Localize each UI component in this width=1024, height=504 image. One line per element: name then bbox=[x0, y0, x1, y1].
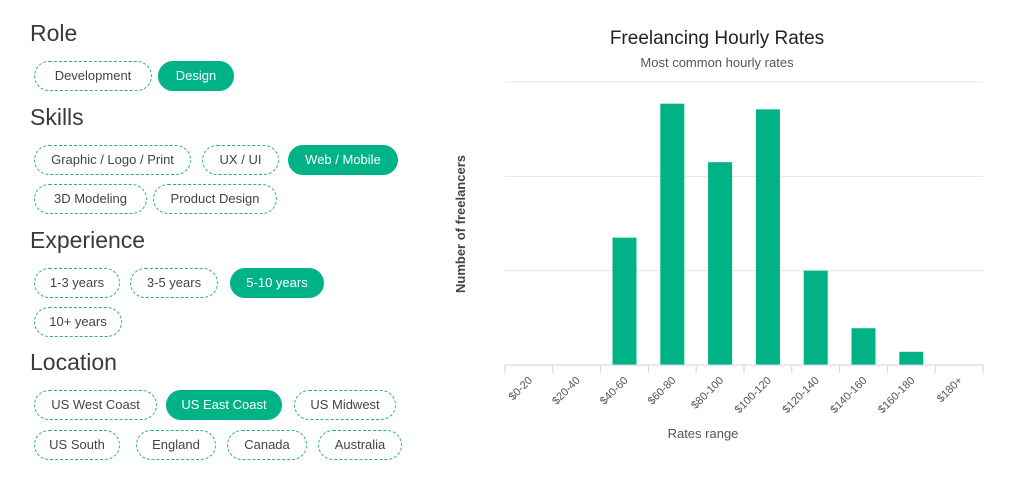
role-option-design[interactable]: Design bbox=[158, 61, 234, 91]
rates-chart: Freelancing Hourly Rates Most common hou… bbox=[440, 0, 1024, 499]
x-tick-label: $160-180 bbox=[876, 375, 917, 416]
experience-option-1-3[interactable]: 1-3 years bbox=[34, 268, 120, 298]
skills-option-3d-modeling[interactable]: 3D Modeling bbox=[34, 184, 147, 214]
x-tick-label: $140-160 bbox=[828, 375, 869, 416]
x-tick-label: $20-40 bbox=[550, 375, 583, 408]
x-axis-label: Rates range bbox=[668, 426, 739, 441]
bar-8[interactable] bbox=[899, 351, 924, 365]
location-option-england[interactable]: England bbox=[136, 430, 216, 460]
role-title: Role bbox=[30, 20, 78, 46]
location-option-australia[interactable]: Australia bbox=[318, 430, 402, 460]
bar-5[interactable] bbox=[755, 109, 780, 366]
x-tick-label: $180+ bbox=[935, 375, 965, 405]
x-tick-label: $100-120 bbox=[733, 375, 774, 416]
location-option-us-east[interactable]: US East Coast bbox=[166, 390, 282, 420]
x-tick-label: $40-60 bbox=[598, 375, 631, 408]
role-option-development[interactable]: Development bbox=[34, 61, 152, 91]
skills-option-ux-ui[interactable]: UX / UI bbox=[202, 145, 279, 175]
location-option-us-midwest[interactable]: US Midwest bbox=[294, 390, 396, 420]
location-option-us-south[interactable]: US South bbox=[34, 430, 120, 460]
bar-2[interactable] bbox=[612, 237, 637, 365]
bar-6[interactable] bbox=[803, 270, 828, 365]
x-tick-label: $80-100 bbox=[689, 375, 726, 412]
experience-option-3-5[interactable]: 3-5 years bbox=[130, 268, 218, 298]
rates-chart-svg: Freelancing Hourly Rates Most common hou… bbox=[453, 28, 984, 441]
skills-title: Skills bbox=[30, 104, 84, 130]
experience-option-5-10[interactable]: 5-10 years bbox=[230, 268, 324, 298]
x-tick-label: $120-140 bbox=[780, 375, 821, 416]
skills-option-web-mobile[interactable]: Web / Mobile bbox=[288, 145, 398, 175]
experience-title: Experience bbox=[30, 227, 146, 253]
x-tick-label: $0-20 bbox=[507, 375, 535, 403]
bar-7[interactable] bbox=[851, 328, 876, 365]
location-option-us-west[interactable]: US West Coast bbox=[34, 390, 157, 420]
location-title: Location bbox=[30, 349, 117, 375]
y-axis-label: Number of freelancers bbox=[453, 155, 468, 293]
bar-3[interactable] bbox=[660, 103, 685, 366]
skills-option-graphic[interactable]: Graphic / Logo / Print bbox=[34, 145, 191, 175]
x-tick-label: $60-80 bbox=[646, 375, 679, 408]
skills-option-product-design[interactable]: Product Design bbox=[153, 184, 277, 214]
bar-4[interactable] bbox=[708, 162, 733, 365]
chart-title: Freelancing Hourly Rates bbox=[610, 28, 824, 49]
chart-subtitle: Most common hourly rates bbox=[640, 55, 794, 70]
location-option-canada[interactable]: Canada bbox=[227, 430, 307, 460]
experience-option-10-plus[interactable]: 10+ years bbox=[34, 307, 122, 337]
